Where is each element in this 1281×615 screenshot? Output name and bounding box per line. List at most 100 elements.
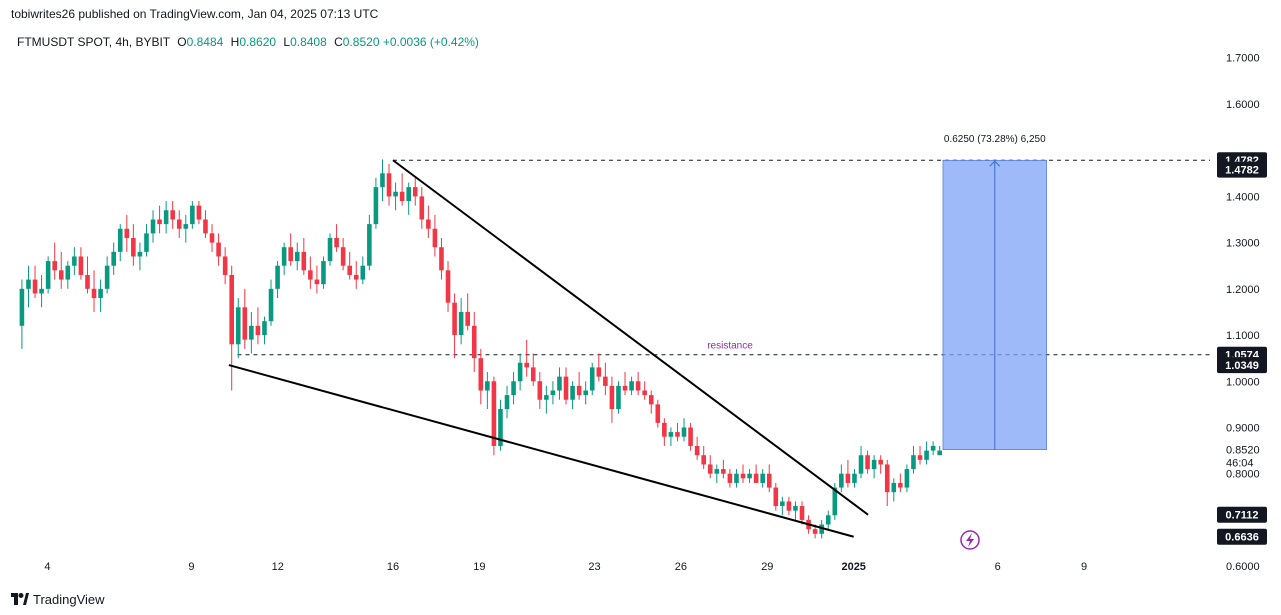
candle-body — [557, 376, 562, 391]
tradingview-brand[interactable]: TradingView — [11, 590, 105, 608]
price-chart[interactable]: resistance 0.6250 (73.28%) 6,250 1.7000 1.6… — [0, 28, 1281, 583]
candle-body — [884, 464, 890, 493]
candle-body — [288, 247, 293, 262]
change-value: +0.0036 (+0.42%) — [382, 35, 479, 49]
candle-body — [380, 173, 385, 188]
candle-body — [622, 385, 628, 391]
candle-body — [419, 196, 425, 220]
candle-body — [340, 247, 346, 266]
candle-body — [865, 455, 870, 470]
candle-body — [511, 381, 516, 396]
candle-body — [32, 279, 38, 294]
candle-body — [235, 307, 241, 345]
candle-body — [72, 256, 77, 266]
symbol-info[interactable]: FTMUSDT SPOT, 4h, BYBIT — [17, 35, 170, 49]
y-tick-label: 1.6000 — [1226, 99, 1260, 111]
candle-body — [124, 228, 130, 238]
candle-body — [275, 265, 280, 289]
candle-body — [334, 237, 339, 248]
candle-body — [373, 187, 379, 225]
wedge-upper-line — [392, 159, 869, 516]
candle-body — [930, 445, 936, 451]
price-badge-label: 0.7112 — [1225, 510, 1258, 522]
x-tick-label: 23 — [588, 561, 600, 573]
y-tick-label: 1.4000 — [1226, 191, 1260, 203]
candle-body — [314, 279, 320, 285]
candle-body — [517, 362, 523, 382]
candle-body — [117, 228, 123, 252]
y-tick-label: 0.8000 — [1226, 469, 1260, 481]
candle-body — [786, 501, 792, 511]
candle-body — [852, 473, 857, 483]
publish-info: tobiwrites26 published on TradingView.co… — [11, 7, 379, 21]
candle-body — [196, 205, 202, 220]
candle-body — [629, 381, 634, 391]
candle-body — [589, 367, 595, 391]
candle-body — [131, 237, 136, 257]
candle-body — [721, 469, 726, 474]
candle-body — [609, 385, 615, 409]
candle-body — [347, 265, 352, 275]
candle-body — [550, 390, 556, 396]
candle-body — [675, 432, 680, 437]
y-tick-label: 1.0000 — [1226, 376, 1260, 388]
candle-body — [904, 469, 910, 488]
candle-body — [465, 311, 470, 326]
candle-body — [281, 247, 287, 266]
candle-body — [39, 288, 44, 294]
candle-body — [439, 247, 444, 271]
candle-body — [570, 385, 575, 400]
low-value: 0.8408 — [290, 35, 327, 49]
candle-body — [773, 487, 779, 507]
candle-body — [85, 274, 90, 289]
candle-body — [530, 367, 536, 382]
x-tick-label: 19 — [473, 561, 485, 573]
candle-body — [635, 381, 641, 391]
candle-body — [203, 219, 208, 234]
candle-body — [176, 219, 182, 229]
resistance-label: resistance — [707, 341, 753, 352]
chart-frame[interactable]: resistance 0.6250 (73.28%) 6,250 1.7000 1.6… — [0, 28, 1281, 583]
x-tick-label: 12 — [272, 561, 284, 573]
candle-body — [793, 506, 798, 511]
lightning-bolt — [966, 533, 974, 547]
low-label: L — [283, 35, 291, 49]
candle-body — [268, 288, 274, 322]
measure-label: 0.6250 (73.28%) 6,250 — [944, 134, 1046, 145]
candle-body — [386, 173, 392, 197]
candle-body — [839, 473, 844, 488]
candle-body — [498, 408, 503, 446]
candle-body — [662, 422, 667, 437]
y-tick-label: 1.1000 — [1226, 330, 1260, 342]
candle-body — [707, 464, 713, 474]
lightning-icon[interactable] — [960, 530, 980, 550]
candle-body — [753, 473, 759, 483]
y-tick-label: 1.7000 — [1226, 53, 1260, 65]
candle-body — [111, 251, 116, 266]
candle-body — [504, 395, 510, 409]
price-badge — [1217, 161, 1267, 178]
price-badge — [1217, 357, 1267, 374]
candle-body — [452, 302, 457, 336]
y-tick-label: 0.6000 — [1226, 561, 1260, 573]
price-badge-label: 0.6636 — [1225, 532, 1259, 544]
tradingview-logo-icon — [11, 593, 29, 605]
ohlc-legend: FTMUSDT SPOT, 4h, BYBIT O0.8484 H0.8620 … — [17, 35, 479, 49]
candle-body — [688, 427, 693, 446]
candle-body — [445, 270, 451, 303]
candle-body — [812, 529, 818, 534]
x-tick-label: 26 — [675, 561, 687, 573]
candle-body — [871, 459, 877, 470]
candle-body — [58, 270, 64, 280]
candle-body — [26, 279, 31, 289]
measure-arrow-head — [989, 160, 1001, 167]
candle-body — [321, 261, 326, 285]
candle-body — [898, 482, 903, 488]
open-value: 0.8484 — [186, 35, 224, 49]
candle-body — [714, 469, 720, 474]
candle-body — [367, 224, 372, 266]
candle-body — [216, 242, 221, 257]
candle-body — [91, 288, 97, 299]
countdown-label: 46:04 — [1226, 458, 1254, 470]
candle-body — [104, 265, 110, 289]
